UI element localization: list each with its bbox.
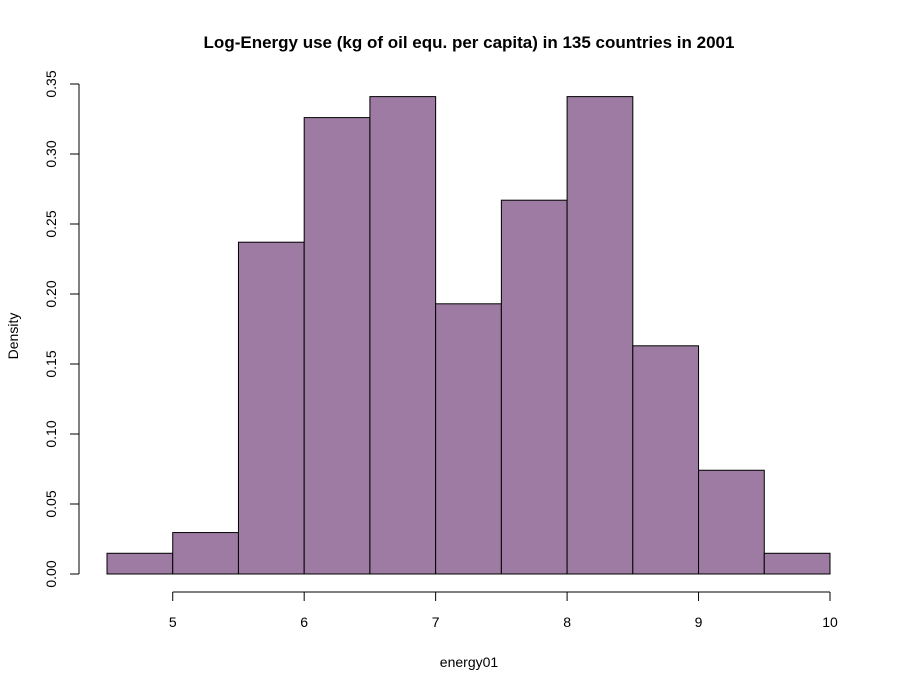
y-tick-label: 0.05 [43,490,59,517]
x-axis-title: energy01 [440,654,499,670]
histogram-bar [566,96,634,575]
histogram-bar [698,469,765,575]
chart-title: Log-Energy use (kg of oil equ. per capit… [204,33,735,52]
histogram-bar [303,117,371,575]
y-tick-label: 0.30 [43,140,59,167]
histogram-bar [106,552,174,575]
y-tick-label: 0.25 [43,210,59,237]
x-tick-label: 10 [822,614,838,630]
y-axis: 0.00 0.05 0.10 0.15 0.20 0.25 0.30 0.35 [43,70,80,588]
y-tick-label: 0.15 [43,350,59,377]
histogram-bar [435,303,502,575]
x-tick-label: 9 [695,614,703,630]
x-tick-label: 5 [169,614,177,630]
x-axis: 5 6 7 8 9 10 [169,591,838,630]
y-tick-label: 0.35 [43,70,59,97]
histogram-bar [369,96,437,575]
histogram-bar [237,241,305,575]
y-tick-label: 0.20 [43,280,59,307]
x-tick-label: 7 [432,614,440,630]
histogram-bar [632,345,700,575]
y-axis-title: Density [5,313,21,360]
histogram-bar [763,552,831,575]
x-tick-label: 8 [563,614,571,630]
histogram-bar [500,199,568,575]
y-tick-label: 0.00 [43,560,59,587]
bars-group [106,96,831,575]
y-tick-label: 0.10 [43,420,59,447]
x-tick-label: 6 [300,614,308,630]
histogram-bar [172,532,239,575]
